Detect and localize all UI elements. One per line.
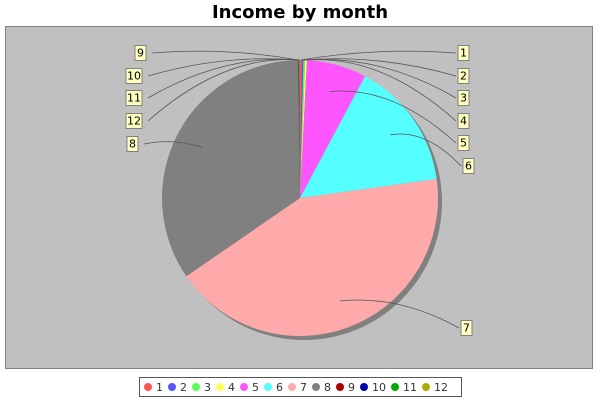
legend-swatch-2 — [168, 383, 176, 391]
legend-swatch-11 — [391, 383, 399, 391]
pie-slice-2 — [300, 60, 304, 198]
slice-label-8: 8 — [126, 136, 139, 152]
legend-label-6: 6 — [276, 380, 283, 394]
svg-text:9: 9 — [137, 47, 144, 60]
leader-line-12 — [147, 59, 300, 122]
leader-line-8 — [143, 141, 203, 148]
pie-slice-5 — [300, 60, 365, 198]
legend-item-12: 12 — [422, 381, 448, 394]
legend-swatch-5 — [240, 383, 248, 391]
legend-label-10: 10 — [372, 380, 386, 394]
pie-slice-4 — [300, 60, 307, 198]
legend-item-6: 6 — [264, 381, 283, 394]
leader-line-6 — [390, 133, 462, 167]
legend-swatch-9 — [336, 383, 344, 391]
slice-label-7: 7 — [460, 320, 473, 336]
svg-text:12: 12 — [127, 115, 141, 128]
pie-slice-7 — [186, 178, 438, 337]
slice-label-5: 5 — [457, 135, 470, 151]
svg-text:10: 10 — [127, 70, 141, 83]
pie-slice-10 — [298, 60, 300, 199]
legend-label-1: 1 — [156, 380, 163, 394]
leader-line-7 — [339, 299, 460, 329]
legend-swatch-12 — [422, 383, 430, 391]
legend-label-3: 3 — [204, 380, 211, 394]
svg-text:3: 3 — [460, 92, 467, 105]
leader-line-1 — [300, 50, 457, 61]
pie-slice-1 — [300, 60, 302, 198]
legend-label-4: 4 — [228, 380, 235, 394]
legend-swatch-3 — [192, 383, 200, 391]
legend-swatch-8 — [312, 383, 320, 391]
legend-item-5: 5 — [240, 381, 259, 394]
legend-swatch-6 — [264, 383, 272, 391]
legend-item-10: 10 — [360, 381, 386, 394]
pie-slice-6 — [300, 76, 437, 198]
slice-label-3: 3 — [457, 90, 470, 106]
legend: 1 2 3 4 5 6 7 8 9 10 11 12 — [139, 377, 462, 397]
pie-slice-9 — [298, 60, 300, 198]
legend-label-2: 2 — [180, 380, 187, 394]
legend-label-8: 8 — [324, 380, 331, 394]
legend-item-3: 3 — [192, 381, 211, 394]
chart-title: Income by month — [211, 2, 389, 23]
legend-item-8: 8 — [312, 381, 331, 394]
legend-swatch-1 — [144, 383, 152, 391]
legend-label-12: 12 — [434, 380, 448, 394]
slice-label-2: 2 — [457, 68, 470, 84]
pie-slice-11 — [299, 60, 300, 198]
slice-label-9: 9 — [134, 45, 147, 61]
legend-label-7: 7 — [300, 380, 307, 394]
svg-text:4: 4 — [460, 115, 467, 128]
legend-item-1: 1 — [144, 381, 163, 394]
legend-swatch-10 — [360, 383, 368, 391]
legend-label-5: 5 — [252, 380, 259, 394]
slice-label-10: 10 — [125, 68, 143, 84]
svg-text:7: 7 — [463, 322, 470, 335]
pie-slice-3 — [300, 60, 306, 199]
slice-label-12: 12 — [125, 113, 143, 129]
legend-item-11: 11 — [391, 381, 417, 394]
slice-label-4: 4 — [457, 113, 470, 129]
legend-item-9: 9 — [336, 381, 355, 394]
legend-label-11: 11 — [403, 380, 417, 394]
legend-item-7: 7 — [288, 381, 307, 394]
svg-text:6: 6 — [465, 160, 472, 173]
pie-slice-8 — [161, 60, 300, 277]
svg-text:5: 5 — [460, 137, 467, 150]
svg-text:11: 11 — [127, 92, 141, 105]
leader-line-9 — [151, 50, 299, 61]
slice-label-6: 6 — [462, 158, 475, 174]
legend-item-4: 4 — [216, 381, 235, 394]
legend-label-9: 9 — [348, 380, 355, 394]
slice-label-1: 1 — [457, 45, 470, 61]
legend-swatch-4 — [216, 383, 224, 391]
svg-text:2: 2 — [460, 70, 467, 83]
svg-text:1: 1 — [460, 47, 467, 60]
leader-line-4 — [306, 59, 457, 122]
leader-line-5 — [329, 90, 457, 144]
legend-item-2: 2 — [168, 381, 187, 394]
svg-text:8: 8 — [129, 138, 136, 151]
slice-label-11: 11 — [125, 90, 143, 106]
legend-swatch-7 — [288, 383, 296, 391]
